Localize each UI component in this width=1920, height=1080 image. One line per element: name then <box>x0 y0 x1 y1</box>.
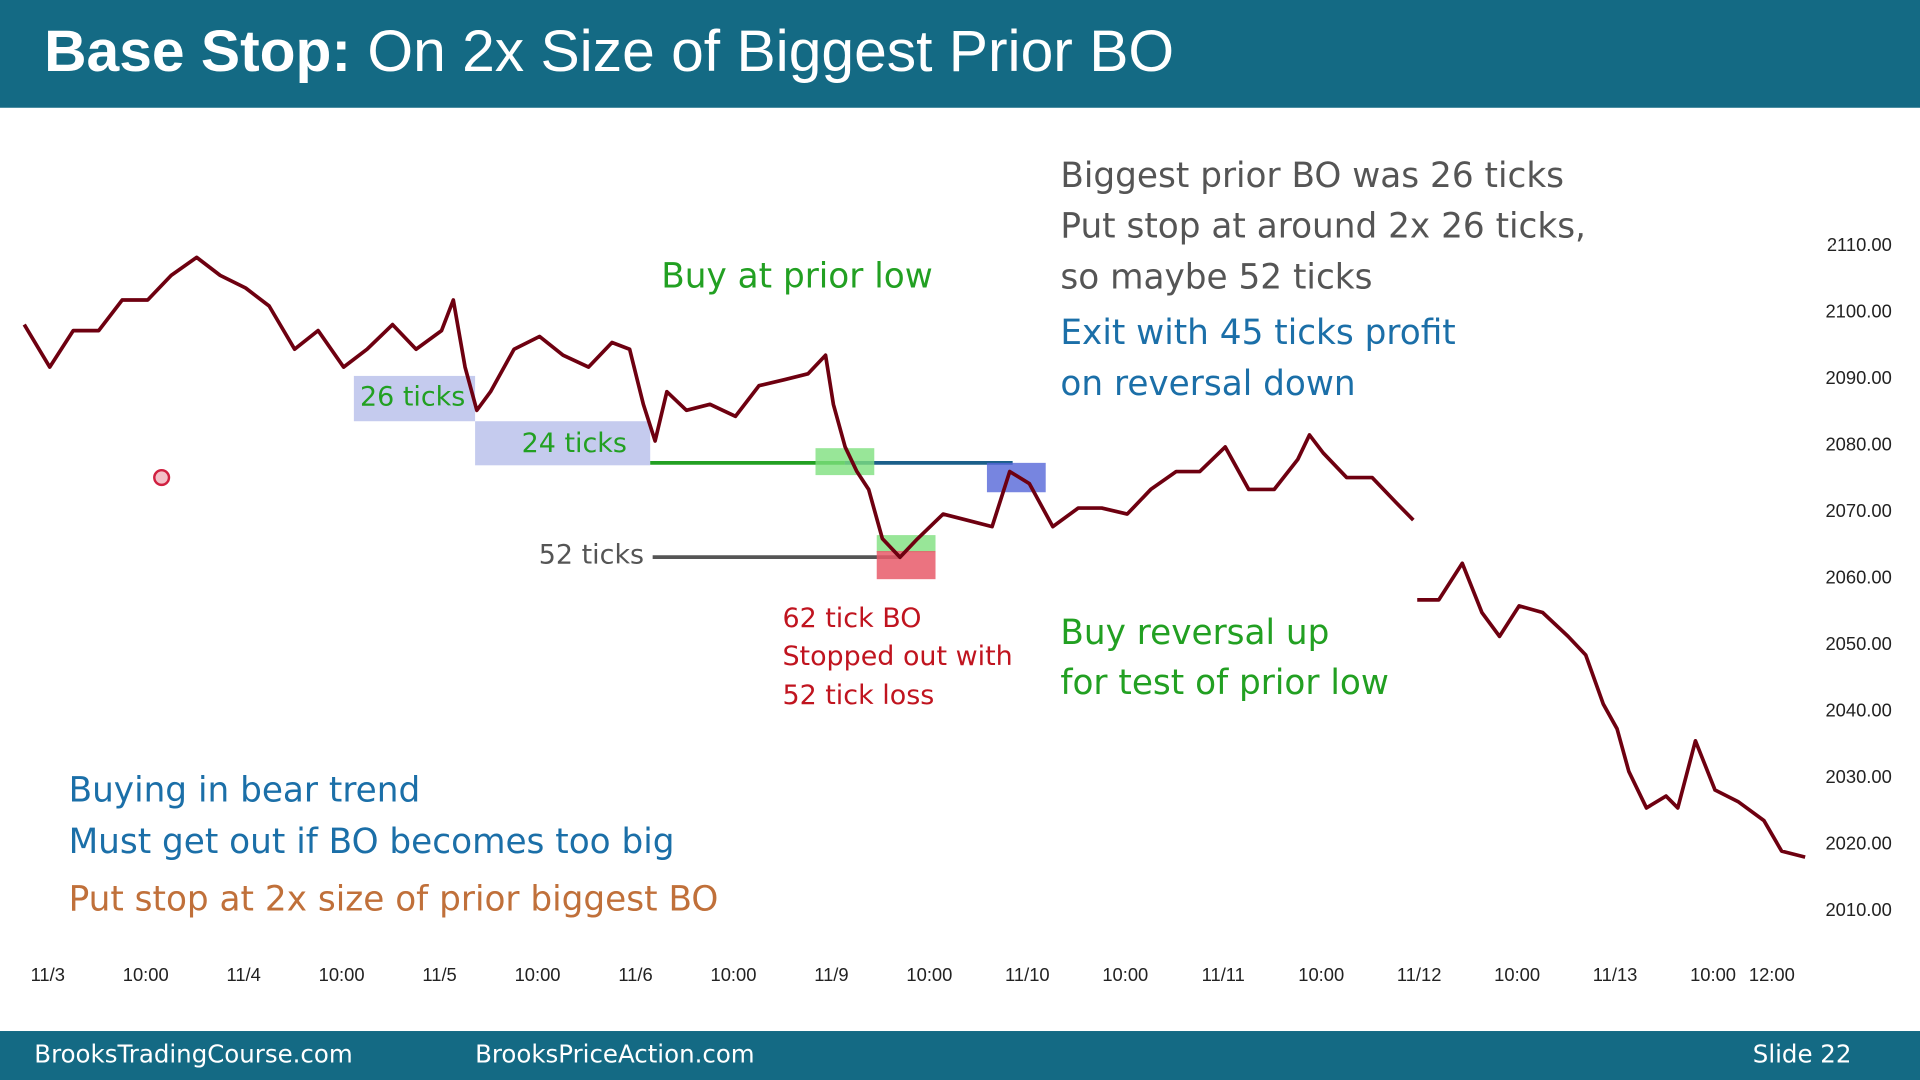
annotation: Stopped out with <box>782 641 1012 672</box>
slide-number: Slide 22 <box>1753 1040 1852 1069</box>
y-tick-label: 2020.00 <box>1825 832 1891 853</box>
x-tick-label: 10:00 <box>515 964 561 985</box>
x-tick-label: 10:00 <box>1298 964 1344 985</box>
annotation: Put stop at around 2x 26 ticks, <box>1060 206 1586 246</box>
y-tick-label: 2010.00 <box>1825 899 1891 920</box>
y-tick-label: 2060.00 <box>1825 566 1891 587</box>
x-tick-label: 12:00 <box>1749 964 1795 985</box>
stop-box <box>876 551 936 580</box>
x-tick-label: 10:00 <box>1102 964 1148 985</box>
x-tick-label: 11/4 <box>226 964 260 985</box>
x-tick-label: 11/6 <box>618 964 652 985</box>
x-tick-label: 10:00 <box>319 964 365 985</box>
x-tick-label: 10:00 <box>1690 964 1736 985</box>
entry-box <box>815 448 875 476</box>
annotation: Exit with 45 ticks profit <box>1060 313 1455 353</box>
slide-title: Base Stop: On 2x Size of Biggest Prior B… <box>44 19 1174 84</box>
note: Buying in bear trend <box>69 771 421 811</box>
annotation: so maybe 52 ticks <box>1060 258 1372 298</box>
x-tick-label: 11/5 <box>422 964 456 985</box>
x-tick-label: 11/11 <box>1202 964 1245 985</box>
annotation: Buy at prior low <box>661 256 933 296</box>
plot: 2010.00 2020.00 2030.00 2040.00 2050.00 2060.… <box>22 234 1892 985</box>
bo-box <box>353 375 476 422</box>
y-tick-label: 2040.00 <box>1825 699 1891 720</box>
y-tick-label: 2030.00 <box>1825 766 1891 787</box>
annotation: Biggest prior BO was 26 ticks <box>1060 156 1564 196</box>
price-line <box>22 255 1806 859</box>
annotation: 26 ticks <box>360 381 465 412</box>
title-rest: On 2x Size of Biggest Prior BO <box>367 19 1174 84</box>
x-tick-label: 10:00 <box>1494 964 1540 985</box>
annotation: Buy reversal up <box>1060 613 1329 653</box>
y-tick-label: 2070.00 <box>1825 500 1891 521</box>
x-tick-label: 11/12 <box>1397 964 1442 985</box>
x-tick-label: 11/13 <box>1593 964 1638 985</box>
annotation: 52 tick loss <box>782 680 934 711</box>
y-tick-label: 2100.00 <box>1825 300 1891 321</box>
annotation: 52 ticks <box>539 539 644 570</box>
footer-text: BrooksPriceAction.com <box>475 1040 755 1069</box>
annotation: for test of prior low <box>1060 663 1388 703</box>
footer-text: BrooksTradingCourse.com <box>34 1040 352 1069</box>
title-bold: Base Stop: <box>44 19 351 84</box>
x-tick-label: 10:00 <box>123 964 169 985</box>
cursor <box>153 468 171 487</box>
header-bar <box>0 0 1920 108</box>
y-tick-label: 2080.00 <box>1825 433 1891 454</box>
x-tick-label: 11/10 <box>1005 964 1050 985</box>
annotation: on reversal down <box>1060 364 1355 404</box>
bo-box <box>475 421 651 466</box>
x-tick-label: 11/9 <box>814 964 848 985</box>
footer-bar <box>0 1031 1920 1080</box>
note: Put stop at 2x size of prior biggest BO <box>69 880 719 920</box>
y-tick-label: 2050.00 <box>1825 633 1891 654</box>
y-tick-label: 2110.00 <box>1827 234 1892 255</box>
note: Must get out if BO becomes too big <box>69 822 675 862</box>
y-tick-label: 2090.00 <box>1825 367 1891 388</box>
x-tick-label: 10:00 <box>710 964 756 985</box>
x-tick-label: 10:00 <box>906 964 952 985</box>
annotation: 62 tick BO <box>782 603 921 634</box>
annotation: 24 ticks <box>522 428 627 459</box>
x-tick-label: 11/3 <box>31 964 65 985</box>
